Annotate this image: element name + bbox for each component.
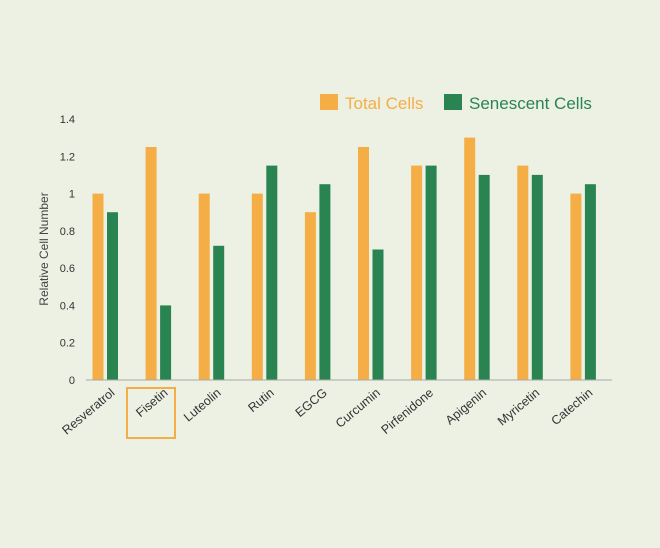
bar-senescent-cells-egcg (319, 184, 331, 380)
bar-total-cells-resveratrol (92, 193, 104, 380)
y-tick-label: 0.2 (60, 338, 75, 350)
y-tick-label: 0.4 (60, 300, 75, 312)
bar-total-cells-fisetin (145, 147, 157, 380)
bar-total-cells-rutin (251, 193, 263, 380)
x-tick-label-apigenin: Apigenin (443, 386, 489, 428)
y-tick-label: 0.6 (60, 263, 75, 275)
bar-senescent-cells-fisetin (160, 305, 172, 380)
bar-total-cells-egcg (304, 212, 316, 380)
bar-senescent-cells-catechin (584, 184, 596, 380)
bar-senescent-cells-luteolin (213, 245, 225, 380)
bar-total-cells-myricetin (517, 165, 529, 380)
bar-total-cells-curcumin (358, 147, 369, 380)
y-tick-label: 1.4 (60, 114, 75, 126)
x-axis-tick-labels: Resveratrol Fisetin Luteolin Rutin EGCG Curcu… (59, 386, 595, 438)
x-tick-label-pirfenidone: Pirfenidone (379, 386, 436, 437)
chart-legend: Total Cells Senescent Cells (320, 94, 592, 113)
bar-senescent-cells-apigenin (478, 174, 490, 380)
y-tick-label: 0 (69, 375, 75, 387)
x-tick-label-curcumin: Curcumin (333, 386, 383, 431)
x-tick-label-resveratrol: Resveratrol (59, 386, 117, 438)
bar-total-cells-luteolin (198, 193, 210, 380)
y-axis-ticks: 0 0.2 0.4 0.6 0.8 1 1.2 1.4 (60, 114, 75, 387)
legend-swatch-senescent-cells (444, 94, 462, 110)
bar-senescent-cells-rutin (266, 165, 278, 380)
bar-senescent-cells-resveratrol (107, 212, 118, 380)
y-tick-label: 1 (69, 189, 75, 201)
y-tick-label: 1.2 (60, 151, 75, 163)
x-tick-label-egcg: EGCG (293, 386, 330, 420)
legend-swatch-total-cells (320, 94, 338, 110)
y-axis-label: Relative Cell Number (37, 192, 51, 305)
x-tick-label-rutin: Rutin (245, 386, 276, 416)
x-tick-label-catechin: Catechin (549, 386, 596, 428)
bar-total-cells-catechin (570, 193, 582, 380)
y-tick-label: 0.8 (60, 226, 75, 238)
bar-senescent-cells-pirfenidone (425, 165, 437, 380)
x-tick-label-fisetin: Fisetin (133, 386, 170, 420)
bar-total-cells-apigenin (464, 137, 476, 380)
fisetin-highlight-box (126, 387, 176, 439)
bars (92, 137, 596, 380)
x-tick-label-luteolin: Luteolin (181, 386, 224, 425)
bar-total-cells-pirfenidone (411, 165, 423, 380)
bar-senescent-cells-myricetin (531, 174, 543, 380)
bar-senescent-cells-curcumin (372, 249, 384, 380)
legend-label-total-cells: Total Cells (345, 94, 423, 113)
legend-label-senescent-cells: Senescent Cells (469, 94, 592, 113)
x-tick-label-myricetin: Myricetin (495, 386, 542, 429)
